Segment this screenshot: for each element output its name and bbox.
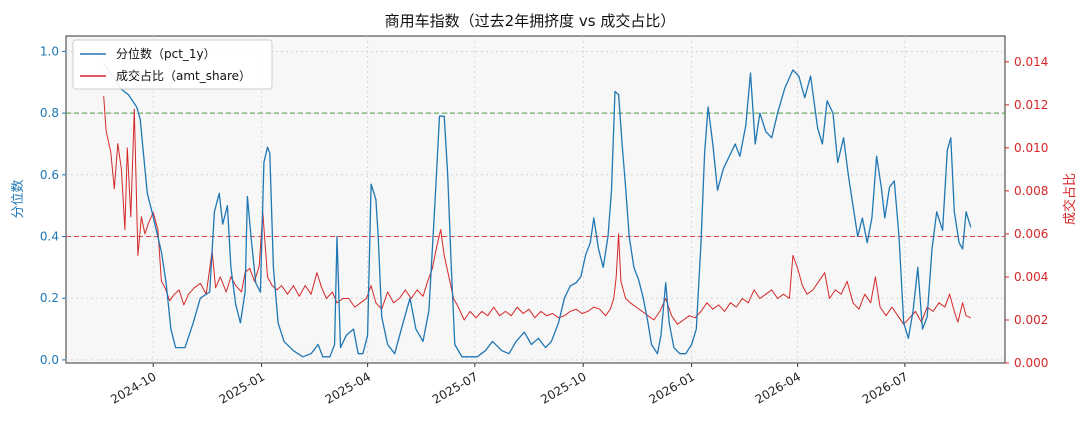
y-tick-label-left: 1.0 <box>40 44 59 58</box>
y-tick-label-right: 0.000 <box>1014 356 1048 370</box>
series-line-amt-share <box>103 96 972 325</box>
x-tick-label: 2026-07 <box>860 369 910 406</box>
y-tick-label-right: 0.002 <box>1014 313 1048 327</box>
legend-label-pct: 分位数（pct_1y） <box>116 46 216 61</box>
plot-area <box>65 35 1006 364</box>
x-tick-label: 2025-10 <box>538 369 588 406</box>
y-axis-label-left: 分位数 <box>11 179 26 218</box>
y-tick-label-left: 0.4 <box>40 230 59 244</box>
x-tick-label: 2026-01 <box>647 369 697 406</box>
y-tick-label-left: 0.6 <box>40 168 59 182</box>
y-tick-label-left: 0.2 <box>40 291 59 305</box>
y-tick-label-right: 0.010 <box>1014 141 1048 155</box>
series-line-pct-1y <box>103 63 972 358</box>
chart-title: 商用车指数（过去2年拥挤度 vs 成交占比） <box>385 12 676 30</box>
y-tick-label-right: 0.012 <box>1014 98 1048 112</box>
y-tick-label-right: 0.014 <box>1014 55 1048 69</box>
legend-label-amt: 成交占比（amt_share） <box>116 68 251 83</box>
y-axis-label-right: 成交占比 <box>1062 173 1078 225</box>
y-tick-label-left: 0.0 <box>40 353 59 367</box>
series-layer <box>103 63 972 358</box>
legend-box <box>72 39 273 90</box>
x-tick-label: 2025-04 <box>323 369 373 406</box>
y-tick-label-right: 0.004 <box>1014 270 1048 284</box>
y-tick-label-right: 0.008 <box>1014 184 1048 198</box>
threshold-lines <box>66 112 1005 238</box>
y-tick-label-right: 0.006 <box>1014 227 1048 241</box>
x-tick-label: 2026-04 <box>753 369 803 406</box>
x-tick-label: 2025-07 <box>430 369 480 406</box>
legend: 分位数（pct_1y） 成交占比（amt_share） <box>72 39 273 90</box>
x-tick-label: 2024-10 <box>108 369 158 406</box>
x-tick-label: 2025-01 <box>217 369 267 406</box>
y-tick-label-left: 0.8 <box>40 106 59 120</box>
